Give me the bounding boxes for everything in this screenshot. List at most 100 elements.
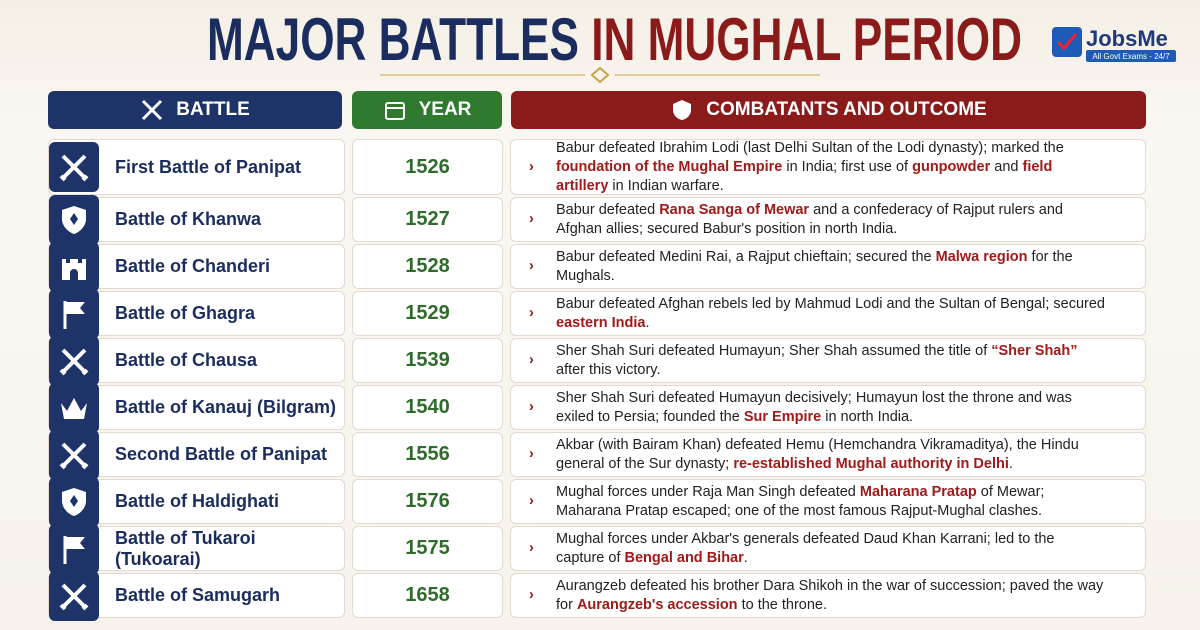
- logo-tag-bg: [1086, 50, 1176, 62]
- battle-icon: [49, 429, 99, 480]
- year: 1539: [405, 349, 450, 371]
- title-part: MAJOR BATTLES: [207, 6, 579, 73]
- logo-check: [1056, 33, 1078, 51]
- text: Akbar (with Bairam Khan) defeated Hemu (…: [556, 436, 1079, 472]
- year: 1529: [405, 302, 450, 324]
- highlight: foundation of the Mughal Empire: [556, 158, 783, 175]
- outcome-text: Sher Shah Suri defeated Humayun decisive…: [556, 389, 1105, 427]
- battle-cell: Battle of Ghagra: [48, 288, 345, 339]
- battle-cell: Battle of Haldighati: [48, 476, 345, 527]
- bullet: ›: [529, 352, 534, 368]
- highlight: “Sher Shah”: [991, 342, 1078, 359]
- year-cell: 1527: [352, 197, 503, 242]
- icon: [59, 154, 89, 182]
- year-cell: 1528: [352, 244, 503, 289]
- highlight: gunpowder: [912, 158, 991, 175]
- title-area: MAJOR BATTLES IN MUGHAL PERIOD JobsMe Al…: [207, 6, 1176, 84]
- battle-name: Battle of Samugarh: [115, 585, 281, 605]
- outcome-cell: › Akbar (with Bairam Khan) defeated Hemu …: [510, 432, 1146, 477]
- battle-icon: [49, 194, 99, 245]
- battle-icon: [49, 288, 99, 339]
- battle-name: Battle of Chausa: [115, 350, 258, 370]
- year: 1526: [405, 155, 450, 178]
- outcome-cell: › Aurangzeb defeated his brother Dara Shi…: [510, 573, 1146, 618]
- icon: [142, 99, 163, 121]
- year-cell: 1658: [352, 573, 503, 618]
- bullet: ›: [529, 446, 534, 462]
- text: Babur defeated Ibrahim Lodi (last Delhi …: [556, 139, 1064, 156]
- text: after this victory.: [556, 361, 661, 378]
- column-label: COMBATANTS AND OUTCOME: [706, 99, 987, 120]
- highlight: Maharana Pratap: [859, 483, 977, 500]
- battle-name: First Battle of Panipat: [115, 156, 302, 177]
- battle-name: Battle of Khanwa: [115, 209, 262, 229]
- bullet: ›: [529, 305, 534, 321]
- outcome-cell: › Mughal forces under Akbar's generals de…: [510, 526, 1146, 571]
- text: Aurangzeb defeated his brother Dara Shik…: [556, 577, 1104, 613]
- battle-name: Battle of Tukaroi (Tukoarai): [115, 527, 256, 569]
- text: Sher Shah Suri defeated Humayun; Sher Sh…: [556, 342, 992, 359]
- outcome-text: Mughal forces under Akbar's generals def…: [556, 530, 1105, 568]
- outcome-cell: › Babur defeated Afghan rebels led by Mah…: [510, 291, 1146, 336]
- text: Mughal forces under Raja Man Singh defea…: [556, 483, 860, 500]
- battle-cell: Battle of Khanwa: [48, 194, 345, 245]
- icon: [63, 535, 85, 564]
- bullet: ›: [529, 399, 534, 415]
- battle-icon: [49, 382, 99, 433]
- text: for the Mughals.: [556, 248, 1073, 284]
- year: 1576: [405, 490, 450, 512]
- highlight: re-established Mughal authority in Delhi: [733, 455, 1009, 472]
- text: and a confederacy of Rajput rulers and A…: [556, 201, 1063, 237]
- outcome-text: Babur defeated Rana Sanga of Mewar and a…: [556, 201, 1105, 239]
- text: and: [990, 158, 1023, 175]
- year: 1658: [405, 584, 450, 606]
- highlight: Malwa region: [935, 248, 1028, 265]
- battle-icon: [49, 241, 99, 292]
- icon: [673, 100, 692, 120]
- battle-cell: Second Battle of Panipat: [48, 429, 345, 480]
- outcome-cell: › Mughal forces under Raja Man Singh defe…: [510, 479, 1146, 524]
- battle-cell: Battle of Kanauj (Bilgram): [48, 382, 345, 433]
- column-label: BATTLE: [176, 99, 250, 120]
- text: Sher Shah Suri defeated Humayun decisive…: [556, 389, 1072, 425]
- year-cell: 1539: [352, 338, 503, 383]
- battle-name: Battle of Chanderi: [115, 256, 271, 276]
- year: 1527: [405, 208, 450, 230]
- icon: [62, 487, 86, 516]
- year: 1540: [405, 396, 450, 418]
- outcome-text: Babur defeated Ibrahim Lodi (last Delhi …: [556, 139, 1105, 196]
- battle-name: Second Battle of Panipat: [115, 444, 328, 464]
- battle-cell: Battle of Chausa: [48, 335, 345, 386]
- text: in north India.: [821, 408, 914, 425]
- bullet: ›: [529, 258, 534, 274]
- highlight: Sur Empire: [743, 408, 822, 425]
- year-cell: 1575: [352, 526, 503, 571]
- bullet: ›: [529, 540, 534, 556]
- highlight: eastern India: [556, 314, 646, 331]
- battle-icon: [49, 142, 99, 192]
- ornament: [590, 66, 610, 84]
- outcome-text: Aurangzeb defeated his brother Dara Shik…: [556, 577, 1105, 615]
- battle-icon: [49, 335, 99, 386]
- icon: [59, 583, 89, 610]
- text: in India; first use of: [782, 158, 913, 175]
- icon: [62, 258, 86, 280]
- column-label: YEAR: [418, 99, 472, 120]
- outcome-text: Mughal forces under Raja Man Singh defea…: [556, 483, 1105, 521]
- icon: [62, 205, 86, 234]
- bullet: ›: [529, 211, 534, 227]
- title-part: IN MUGHAL PERIOD: [591, 6, 1022, 73]
- column-header: COMBATANTS AND OUTCOME: [511, 91, 1146, 129]
- battle-icon: [49, 523, 99, 574]
- outcome-text: Sher Shah Suri defeated Humayun; Sher Sh…: [556, 342, 1105, 380]
- text: Babur defeated: [556, 201, 660, 218]
- logo-tagline: All Govt Exams - 24/7: [1092, 52, 1170, 61]
- battle-icon: [49, 570, 99, 621]
- highlight: field artillery: [556, 158, 1053, 194]
- icon: [59, 348, 89, 375]
- highlight: Rana Sanga of Mewar: [659, 201, 810, 218]
- text: Babur defeated Afghan rebels led by Mahm…: [556, 295, 1105, 312]
- highlight: Aurangzeb's accession: [576, 596, 738, 613]
- icon: [63, 300, 85, 329]
